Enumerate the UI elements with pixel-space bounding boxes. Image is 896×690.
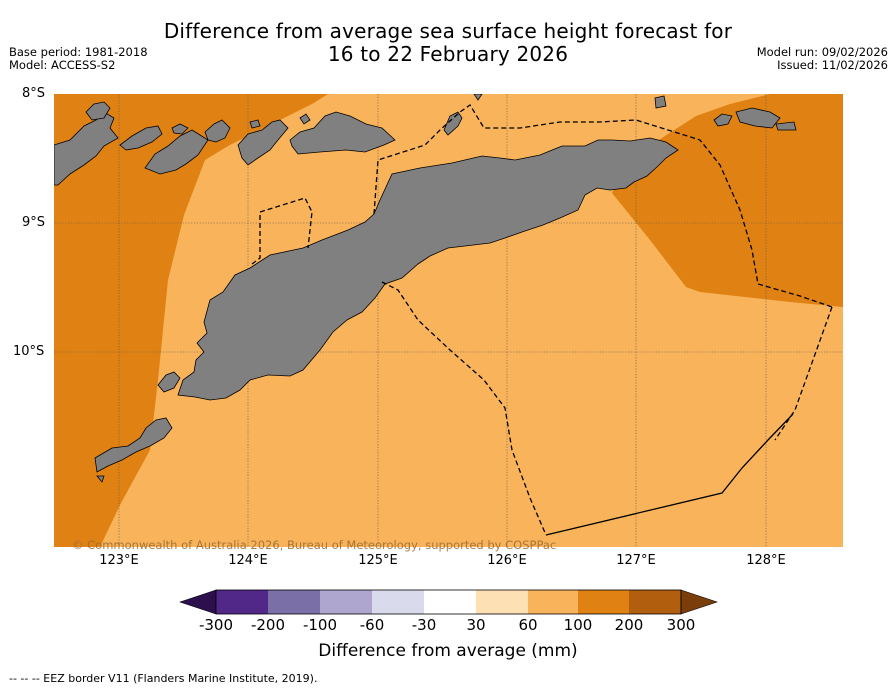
colorbar-bin-4 — [372, 590, 424, 614]
eez-timor-north — [373, 104, 833, 308]
map-title: Difference from average sea surface heig… — [0, 20, 896, 66]
colorbar-tick-3: -100 — [302, 616, 338, 634]
eez-oecusse — [251, 197, 313, 265]
colorbar-title: Difference from average (mm) — [318, 641, 578, 661]
issued-date: Issued: 11/02/2026 — [777, 58, 888, 72]
colorbar — [179, 589, 718, 615]
flores-east — [54, 111, 119, 186]
wetar-island — [289, 111, 396, 155]
eez-east — [774, 306, 833, 441]
atauro-island — [443, 111, 463, 136]
lon-label-127e: 127°E — [616, 553, 656, 568]
colorbar-bin-9 — [629, 590, 681, 614]
colorbar-bin-3 — [320, 590, 372, 614]
timor-island — [177, 137, 679, 401]
lon-label-125e: 125°E — [358, 553, 398, 568]
semau-island — [157, 371, 181, 393]
lat-label-9s: 9°S — [22, 215, 46, 230]
copyright-notice: © Commonwealth of Australia 2026, Bureau… — [72, 538, 557, 552]
colorbar-tick-8: 100 — [563, 616, 593, 634]
lembata-island — [144, 129, 209, 175]
islet-east — [473, 94, 483, 101]
alor-island — [237, 119, 289, 166]
colorbar-bin-7 — [528, 590, 578, 614]
model-name: Model: ACCESS-S2 — [9, 58, 116, 72]
colorbar-high-extend — [680, 589, 718, 615]
lakor-island — [775, 121, 797, 131]
lat-label-10s: 10°S — [13, 344, 45, 359]
lon-label-124e: 124°E — [228, 553, 268, 568]
adonara-island — [119, 125, 163, 151]
small-islet-2 — [249, 119, 261, 129]
left-metadata: Base period: 1981-2018 Model: ACCESS-S2 — [9, 46, 148, 72]
colorbar-tick-10: 300 — [666, 616, 696, 634]
colorbar-bin-2 — [268, 590, 320, 614]
colorbar-bin-1 — [216, 590, 268, 614]
title-line-2: 16 to 22 February 2026 — [327, 42, 569, 66]
colorbar-bin-8 — [578, 590, 629, 614]
eez-footnote: -- -- -- EEZ border V11 (Flanders Marine… — [9, 672, 318, 685]
lon-label-123e: 123°E — [99, 553, 139, 568]
title-line-1: Difference from average sea surface heig… — [163, 19, 733, 43]
model-run: Model run: 09/02/2026 — [756, 45, 888, 59]
islet-south — [96, 475, 105, 483]
flores-north — [85, 101, 111, 121]
colorbar-bin-6 — [476, 590, 528, 614]
moa-island — [735, 107, 781, 129]
kisar-island — [654, 95, 667, 109]
lon-label-126e: 126°E — [487, 553, 527, 568]
wetar-islet — [299, 113, 311, 125]
lat-label-8s: 8°S — [22, 86, 46, 101]
colorbar-tick-4: -60 — [359, 616, 385, 634]
lon-label-128e: 128°E — [746, 553, 786, 568]
eez-borders — [251, 104, 833, 536]
colorbar-tick-2: -200 — [250, 616, 286, 634]
land — [54, 94, 797, 483]
colorbar-tick-1: -300 — [198, 616, 234, 634]
colorbar-tick-6: 30 — [466, 616, 486, 634]
colorbar-low-extend — [179, 589, 217, 615]
rote-island — [94, 417, 173, 473]
colorbar-tick-5: -30 — [411, 616, 437, 634]
right-metadata: Model run: 09/02/2026 Issued: 11/02/2026 — [757, 46, 888, 72]
west-anomaly-100-200 — [54, 94, 328, 547]
colorbar-bin-5 — [424, 590, 476, 614]
leti-island — [713, 113, 733, 127]
colorbar-tick-9: 200 — [614, 616, 644, 634]
pantar-island — [204, 119, 231, 143]
small-islet-1 — [171, 123, 189, 135]
colorbar-tick-7: 60 — [518, 616, 538, 634]
base-period: Base period: 1981-2018 — [9, 45, 148, 59]
eez-solid-border — [545, 413, 794, 536]
colorbar-outline — [215, 589, 682, 615]
